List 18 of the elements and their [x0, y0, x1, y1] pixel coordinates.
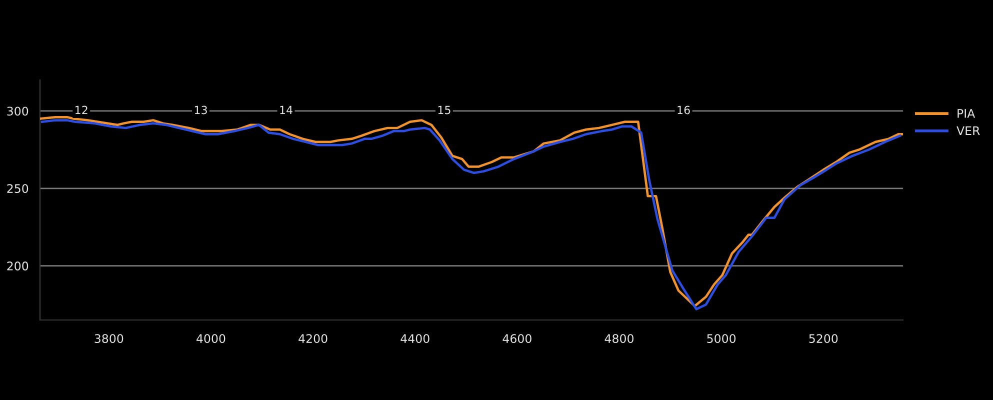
x-tick-label: 5000: [707, 334, 736, 344]
y-tick-label: 200: [7, 262, 28, 270]
annotation: 16: [678, 106, 690, 114]
annotation: 15: [438, 106, 450, 114]
x-tick-label: 4000: [196, 334, 226, 344]
x-tick-label: 4400: [400, 334, 430, 344]
x-tick-label: 4200: [298, 334, 328, 344]
x-tick-label: 4600: [502, 334, 532, 344]
annotation: 13: [194, 106, 207, 114]
y-tick-label: 250: [7, 184, 28, 194]
annotation: 14: [280, 106, 292, 114]
legend-label: PIA: [958, 109, 976, 118]
y-tick-label: 300: [7, 106, 28, 116]
x-tick-label: 4800: [604, 334, 634, 344]
x-tick-label: 3800: [94, 334, 124, 344]
legend-label: VER: [956, 126, 980, 136]
annotation: 12: [75, 106, 88, 114]
x-tick-label: 5200: [809, 334, 838, 344]
